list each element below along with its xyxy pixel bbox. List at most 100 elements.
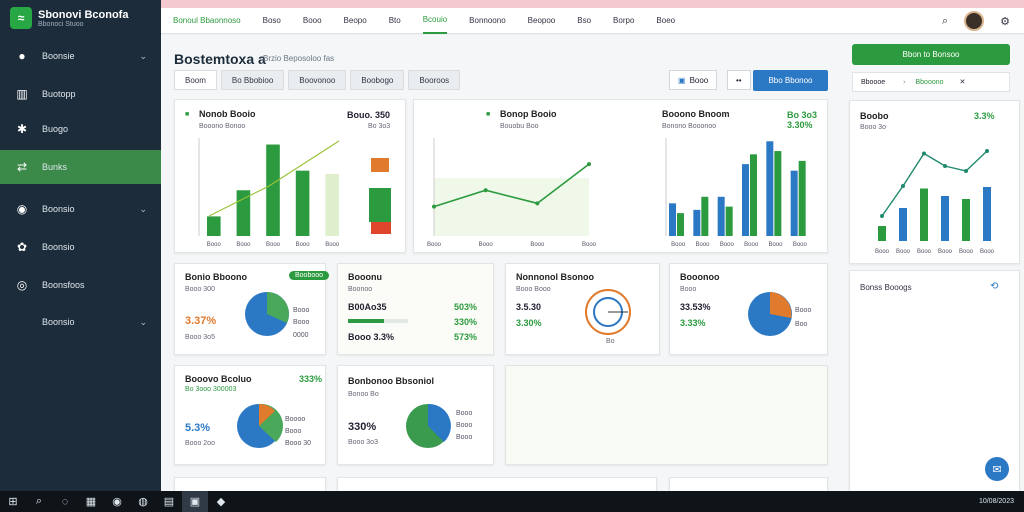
nav-tab-6[interactable]: Bonnoono <box>469 16 506 25</box>
legend-item: Booo <box>795 307 812 314</box>
nav-tab-4[interactable]: Bto <box>388 16 401 25</box>
card-foot: Booo 3o5 <box>185 334 215 341</box>
nav-tab-1[interactable]: Boso <box>262 16 281 25</box>
page-subtitle: Brzio Beposoloo fas <box>263 54 335 63</box>
bar <box>236 190 251 236</box>
gauge-ring <box>585 289 631 335</box>
pie-card-1: Bonio Bboono Boobooo Booo 300 3.37% Booo… <box>174 263 330 355</box>
nav-tab-0[interactable]: Bonoul Bbaonnoso <box>173 16 241 25</box>
x-tick-label: Booo <box>296 242 311 248</box>
card-value: 33.53% <box>680 302 711 312</box>
sidebar-item-7[interactable]: Boonsio ⌄ <box>0 305 161 339</box>
data-point <box>587 162 591 167</box>
tab-0[interactable]: Boom <box>174 70 217 90</box>
close-icon[interactable]: ✕ <box>959 79 966 86</box>
nav-tab-7[interactable]: Beopoo <box>527 16 556 25</box>
legend-item: Booo <box>456 410 473 417</box>
chevron-down-icon: ⌄ <box>139 203 147 214</box>
primary-green-button[interactable]: Bbon to Bonsoo <box>852 44 1010 65</box>
legend-item: Boo <box>795 321 808 328</box>
chrome-icon[interactable]: ◍ <box>138 496 148 508</box>
data-point <box>880 214 884 218</box>
nav-tab-2[interactable]: Booo <box>302 16 322 25</box>
app-icon[interactable]: ▦ <box>85 496 97 508</box>
sidebar-item-6[interactable]: ◎ Boonsfoos <box>0 268 161 302</box>
sidebar-item-5[interactable]: ✿ Boonsio <box>0 230 161 264</box>
start-icon[interactable]: ⊞ <box>8 496 18 508</box>
avatar[interactable] <box>964 11 985 31</box>
tab-2[interactable]: Boovonoo <box>288 70 347 90</box>
card-foot: Booo 3o3 <box>348 439 378 446</box>
bar <box>878 226 886 241</box>
gear-icon: ✿ <box>16 240 28 254</box>
progress-bar <box>348 319 408 323</box>
taskbar: ⊞ ⌕ ◌ ▦ ◉ ◍ ▤ ▣ ◆ 10/08/2023 <box>0 491 1024 512</box>
pie-card-3: Booovo Bcoluo 333% Bo 3ooo 300003 5.3% B… <box>174 365 326 465</box>
nav-tab-10[interactable]: Boeo <box>656 16 676 25</box>
list-card: Bonss Booogs ⟲ <box>849 270 1020 491</box>
more-button[interactable]: •• <box>727 70 751 90</box>
sidebar-item-4[interactable]: ◉ Boonsio ⌄ <box>0 192 161 226</box>
target-icon: ◉ <box>16 202 28 216</box>
dashboard-app-icon[interactable]: ▣ <box>182 491 208 512</box>
sidebar-item-0[interactable]: ● Boonsie ⌄ <box>0 39 161 73</box>
nav-tab-5[interactable]: Bcouio <box>422 8 448 34</box>
app-title: Sbonovi Bconofa <box>38 8 129 21</box>
x-tick-label: Booo <box>325 242 340 248</box>
area-fill <box>434 178 589 236</box>
search-icon[interactable]: ⌕ <box>35 495 43 507</box>
sidebar-item-1[interactable]: ▥ Buotopp <box>0 77 161 111</box>
pie-chart <box>245 292 289 336</box>
list-title: Bonss Booogs <box>860 283 912 292</box>
series-line <box>433 163 590 208</box>
data-point <box>985 149 989 153</box>
sidebar-item-3[interactable]: ⇄ Bunks <box>0 150 161 184</box>
progress-card: Booonu Boonoo B00Ao35 503% 330% Booo 3.3… <box>337 263 494 355</box>
empty-card <box>505 365 828 465</box>
pinned-app-icon[interactable]: ◆ <box>216 496 226 508</box>
data-point <box>943 164 947 168</box>
tab-4[interactable]: Booroos <box>408 70 461 90</box>
filter-label: Booo <box>689 75 709 85</box>
filter-button[interactable]: ▣ Booo <box>669 70 718 90</box>
bar <box>766 141 774 236</box>
x-tick-label: Booo <box>207 242 222 248</box>
nav-tab-9[interactable]: Borpo <box>613 16 635 25</box>
sidebar: ≈ Sbonovi Bconofa Bbonoci Stuoo ● Boonsie… <box>0 0 161 491</box>
brand: ≈ Sbonovi Bconofa Bbonoci Stuoo <box>10 7 128 29</box>
pie-chart <box>748 292 792 336</box>
combo-chart-card: ■ Bonop Booio Bouobu Boo Booono Bnoom Bo… <box>413 99 828 253</box>
filter-row-label: Bboooe <box>861 78 886 86</box>
sidebar-item-2[interactable]: ✱ Buogo <box>0 112 161 146</box>
edge-icon[interactable]: ◌ <box>61 495 69 508</box>
tab-3[interactable]: Boobogo <box>350 70 405 90</box>
line-chart: Booo Booo Booo Booo Booo Booo Booo Booo Booo Booo <box>427 138 808 248</box>
header-actions: ⌕ ⚙ <box>942 11 1010 31</box>
bar-chart-card: ■ Nonob Booio Booono Bonoo Bouo. 350 Bo … <box>174 99 406 253</box>
browser-icon[interactable]: ◉ <box>112 496 122 508</box>
status-badge: Boobooo <box>289 271 330 280</box>
card-title-2: Booono Bnoom <box>662 109 730 119</box>
card-value: Bo 3o3 3.30% <box>787 110 818 130</box>
card-value: 333% <box>299 374 323 384</box>
card-title: Bonop Booio <box>500 109 557 119</box>
pie-slice <box>267 292 289 323</box>
x-tick-label: Booo <box>427 242 442 248</box>
primary-button[interactable]: Bbo Bbonoo <box>753 70 828 91</box>
card-title: Bonbonoo Bbsoniol <box>348 376 434 386</box>
refresh-icon[interactable]: ⟲ <box>990 281 999 292</box>
card-sub: Booo Booo <box>516 286 551 293</box>
top-nav: Bonoul Bbaonnoso Boso Booo Beopo Bto Bco… <box>161 8 1024 34</box>
bar <box>899 208 907 241</box>
tab-1[interactable]: Bo Bbobioo <box>220 70 285 90</box>
puzzle-icon: ✱ <box>16 122 28 136</box>
filter-row[interactable]: Bboooe › Bbooono ✕ <box>852 72 1010 92</box>
search-icon[interactable]: ⌕ <box>941 14 949 27</box>
gauge-card: Nonnonol Bsonoo Booo Booo 3.5.30 3.30% B… <box>505 263 660 355</box>
settings-icon[interactable]: ⚙ <box>1000 15 1010 28</box>
nav-tab-8[interactable]: Bso <box>577 16 592 25</box>
nav-tab-3[interactable]: Beopo <box>343 16 367 25</box>
card-sub: Bonoo Bo <box>348 391 379 398</box>
chat-button[interactable]: ✉ <box>985 457 1009 481</box>
folder-icon[interactable]: ▤ <box>163 496 175 508</box>
